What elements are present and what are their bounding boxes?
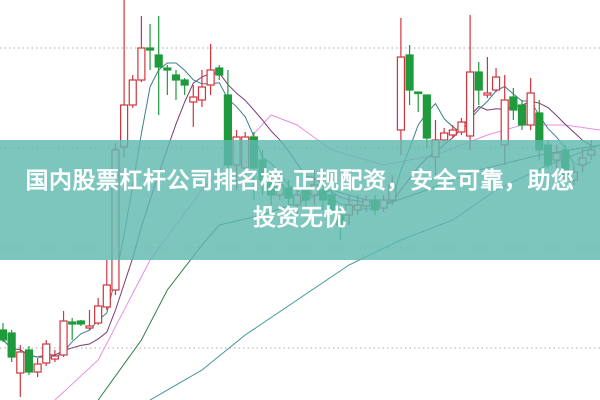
- candle-body: [466, 71, 475, 137]
- candle-body: [509, 96, 518, 111]
- candle-body: [76, 320, 85, 325]
- candle-body: [85, 325, 94, 329]
- candle-up: [50, 350, 60, 362]
- candle-up: [526, 78, 535, 130]
- candle-body: [474, 71, 483, 91]
- candle-up: [33, 358, 42, 377]
- candle-body: [500, 99, 509, 146]
- candle-up: [85, 310, 94, 330]
- candle-body: [215, 67, 224, 76]
- candle-body: [24, 349, 34, 373]
- candle-up: [128, 75, 137, 108]
- candle-body: [526, 92, 535, 126]
- candle-up: [42, 340, 51, 366]
- candle-down: [68, 318, 77, 340]
- candle-up: [94, 298, 103, 325]
- candle-body: [154, 54, 163, 68]
- candle-body: [197, 86, 207, 101]
- candle-body: [457, 121, 466, 133]
- candle-body: [189, 96, 198, 103]
- candle-down: [414, 91, 423, 112]
- candle-down: [154, 16, 163, 115]
- candle-down: [422, 94, 431, 148]
- candle-up: [483, 57, 492, 98]
- candle-body: [33, 363, 42, 373]
- promo-banner: 国内股票杠杆公司排名榜 正规配资，安全可靠，助您投资无忧: [0, 140, 600, 260]
- candle-down: [163, 65, 172, 95]
- candle-down: [474, 62, 483, 105]
- candle-up: [491, 68, 501, 92]
- candle-down: [509, 88, 518, 120]
- candle-body: [7, 332, 16, 358]
- candle-body: [42, 343, 51, 364]
- candle-body: [491, 76, 501, 91]
- candle-up: [466, 15, 475, 150]
- candle-down: [24, 346, 34, 375]
- candle-body: [483, 92, 492, 96]
- candle-up: [16, 345, 25, 397]
- candle-up: [189, 85, 198, 127]
- candle-body: [145, 47, 155, 51]
- candle-down: [76, 320, 85, 326]
- candle-body: [68, 321, 77, 325]
- candle-body: [137, 47, 146, 81]
- candle-down: [0, 323, 8, 342]
- candle-up: [197, 70, 207, 107]
- candle-down: [517, 100, 527, 130]
- candle-up: [119, 0, 129, 157]
- candle-body: [16, 351, 25, 374]
- candle-body: [128, 79, 137, 106]
- candle-body: [50, 355, 60, 360]
- candle-body: [102, 284, 111, 308]
- candle-up: [396, 18, 405, 155]
- candle-body: [0, 329, 8, 341]
- candle-body: [171, 74, 181, 81]
- candle-up: [102, 260, 111, 310]
- candle-body: [180, 79, 189, 86]
- candle-body: [396, 56, 405, 131]
- candle-up: [448, 125, 457, 138]
- candle-down: [405, 45, 414, 105]
- candle-down: [7, 330, 16, 362]
- candle-up: [59, 311, 68, 357]
- candle-body: [94, 305, 103, 324]
- candle-body: [517, 104, 527, 126]
- candle-up: [457, 118, 466, 135]
- candle-up: [206, 44, 215, 95]
- candle-body: [59, 320, 68, 356]
- candle-body: [206, 69, 215, 86]
- candle-up: [137, 16, 146, 82]
- candle-down: [215, 65, 224, 80]
- candle-body: [163, 67, 172, 71]
- candle-body: [440, 132, 449, 141]
- candle-down: [171, 70, 181, 100]
- candle-body: [414, 91, 423, 95]
- banner-text: 国内股票杠杆公司排名榜 正规配资，安全可靠，助您投资无忧: [25, 168, 575, 231]
- candle-down: [145, 24, 155, 70]
- candle-body: [422, 94, 431, 139]
- candle-down: [180, 78, 189, 95]
- candle-body: [405, 54, 414, 91]
- candle-body: [448, 129, 457, 136]
